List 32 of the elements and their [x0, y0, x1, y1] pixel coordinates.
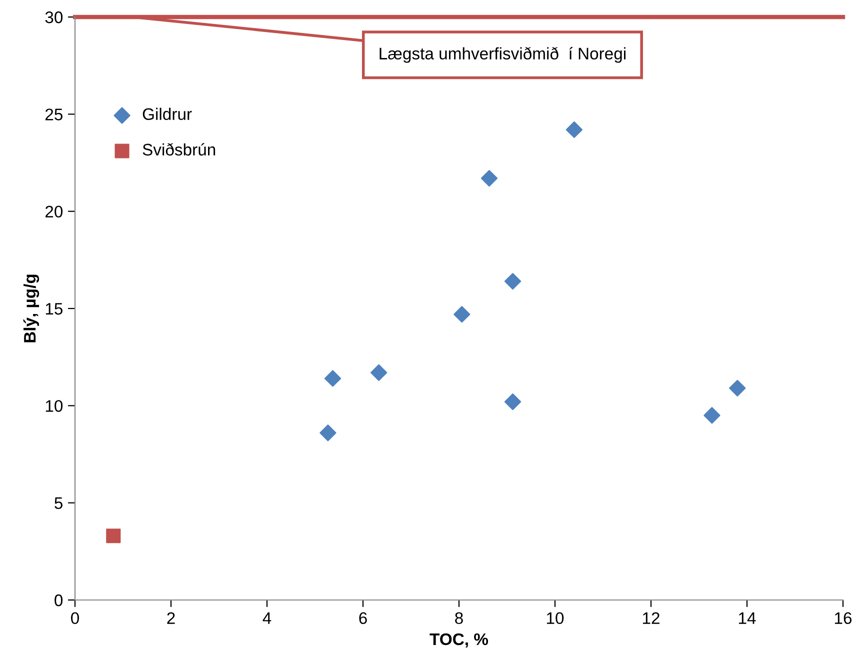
y-tick-label: 0 [54, 594, 63, 606]
x-tick-label: 14 [739, 612, 756, 624]
y-tick-label: 10 [46, 400, 63, 412]
y-axis-title: Blý, µg/g [23, 274, 40, 342]
y-tick-label: 5 [54, 497, 62, 510]
point [454, 306, 470, 323]
point [729, 380, 746, 396]
annotation: Lægsta umhverfisviðmið í Noregi [380, 47, 626, 63]
y-tick-label: 25 [45, 108, 62, 120]
point [504, 272, 522, 290]
legend-label: Gildrur [142, 108, 192, 120]
y-tick-label: 20 [45, 206, 63, 218]
point [320, 424, 336, 442]
x-tick-label: 0 [71, 612, 79, 624]
x-tick-label: 8 [455, 612, 463, 624]
x-tick-label: 10 [547, 612, 564, 624]
point [566, 121, 582, 138]
point [704, 407, 720, 424]
point [106, 528, 121, 544]
point [370, 364, 388, 381]
x-tick-label: 16 [835, 612, 852, 624]
x-tick-label: 6 [359, 612, 367, 624]
x-tick-label: 2 [167, 612, 175, 624]
legend-label: Sviðsbrún [142, 143, 216, 156]
x-tick-label: 4 [262, 612, 272, 624]
x-tick-label: 12 [643, 612, 660, 624]
point [480, 170, 498, 187]
point [324, 370, 342, 387]
y-tick-label: 30 [45, 11, 63, 24]
point [504, 393, 522, 410]
y-tick-label: 15 [46, 303, 62, 315]
x-axis-title: TOC, % [430, 633, 488, 648]
